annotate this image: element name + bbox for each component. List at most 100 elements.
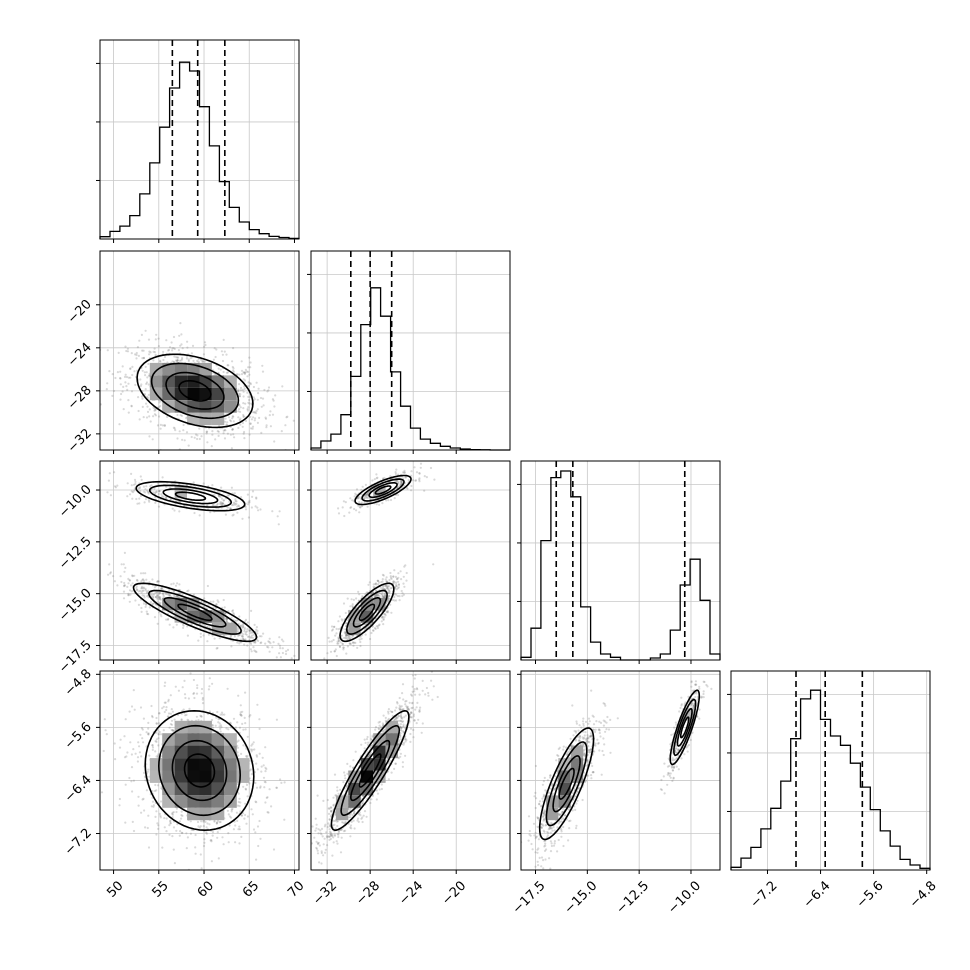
sample-point [149, 601, 152, 604]
sample-point [260, 431, 263, 434]
sample-point [157, 744, 160, 747]
sample-point [258, 819, 261, 823]
sample-point [222, 370, 225, 374]
sample-point [344, 820, 347, 824]
sample-point [251, 748, 254, 751]
sample-point [216, 836, 219, 839]
sample-point [410, 693, 413, 696]
sample-point [159, 423, 162, 426]
sample-point [330, 806, 333, 809]
sample-point [353, 827, 356, 830]
density-cell [149, 362, 163, 376]
sample-point [132, 483, 136, 486]
sample-point [324, 848, 327, 851]
sample-point [390, 586, 393, 590]
sample-point [542, 814, 545, 817]
sample-point [152, 359, 155, 362]
sample-point [402, 741, 406, 745]
sample-point [173, 355, 176, 358]
sample-point [375, 595, 378, 598]
sample-point [206, 584, 209, 588]
sample-point [222, 843, 225, 846]
sample-point [248, 501, 251, 504]
sample-point [597, 741, 600, 745]
sample-point [345, 786, 348, 789]
sample-point [207, 603, 210, 606]
sample-point [409, 727, 413, 730]
sample-point [582, 724, 585, 727]
sample-point [527, 815, 531, 818]
sample-point [324, 851, 327, 854]
sample-point [220, 711, 224, 714]
sample-point [382, 731, 385, 734]
sample-point [176, 356, 179, 359]
sample-point [161, 592, 165, 595]
sample-point [397, 739, 400, 742]
sample-point [251, 425, 255, 428]
contour-line [340, 725, 401, 816]
sample-point [347, 636, 350, 639]
sample-point [547, 828, 550, 831]
sample-point [148, 754, 151, 757]
sample-point [252, 741, 255, 744]
sample-point [307, 862, 309, 864]
sample-point [165, 706, 168, 709]
sample-point [275, 786, 278, 789]
density-cell [187, 745, 200, 758]
sample-point [269, 457, 271, 459]
sample-point [249, 415, 252, 418]
sample-point [247, 503, 250, 506]
sample-point [378, 624, 381, 627]
sample-point [167, 698, 170, 702]
sample-point [529, 834, 532, 837]
sample-point [251, 813, 254, 816]
contour-line [163, 597, 227, 628]
sample-point [399, 728, 402, 731]
sample-point [127, 592, 130, 595]
sample-point [147, 338, 151, 341]
sample-point [567, 808, 571, 811]
sample-point [175, 595, 178, 598]
sample-point [232, 347, 235, 350]
sample-point [365, 496, 369, 499]
sample-point [136, 579, 139, 582]
sample-point [240, 360, 243, 363]
sample-point [137, 409, 140, 413]
sample-point [230, 808, 233, 811]
sample-point [364, 494, 367, 497]
sample-point [169, 712, 172, 715]
sample-point [399, 708, 402, 711]
sample-point [381, 593, 384, 596]
sample-point [245, 822, 248, 825]
sample-point [256, 703, 259, 706]
sample-point [147, 733, 150, 736]
sample-point [397, 480, 400, 483]
sample-point [254, 831, 257, 834]
sample-point [225, 618, 228, 622]
sample-point [173, 347, 176, 350]
contour-line [165, 371, 225, 410]
sample-point [537, 847, 540, 850]
sample-point [240, 373, 244, 376]
sample-point [234, 619, 237, 622]
sample-point [253, 411, 256, 414]
sample-point [366, 743, 369, 746]
sample-point [360, 637, 363, 640]
sample-point [377, 579, 380, 583]
sample-point [203, 605, 206, 609]
sample-point [141, 405, 144, 408]
sample-point [236, 819, 239, 823]
sample-point [394, 587, 397, 590]
sample-point [374, 582, 378, 585]
sample-point [245, 783, 249, 787]
sample-point [420, 731, 423, 734]
sample-point [147, 491, 150, 494]
sample-point [323, 657, 326, 660]
sample-point [133, 489, 136, 492]
sample-point [334, 648, 337, 651]
sample-point [400, 482, 403, 485]
density-cell [187, 795, 200, 808]
density-cell [224, 622, 237, 636]
sample-point [253, 411, 256, 414]
sample-point [375, 789, 378, 792]
